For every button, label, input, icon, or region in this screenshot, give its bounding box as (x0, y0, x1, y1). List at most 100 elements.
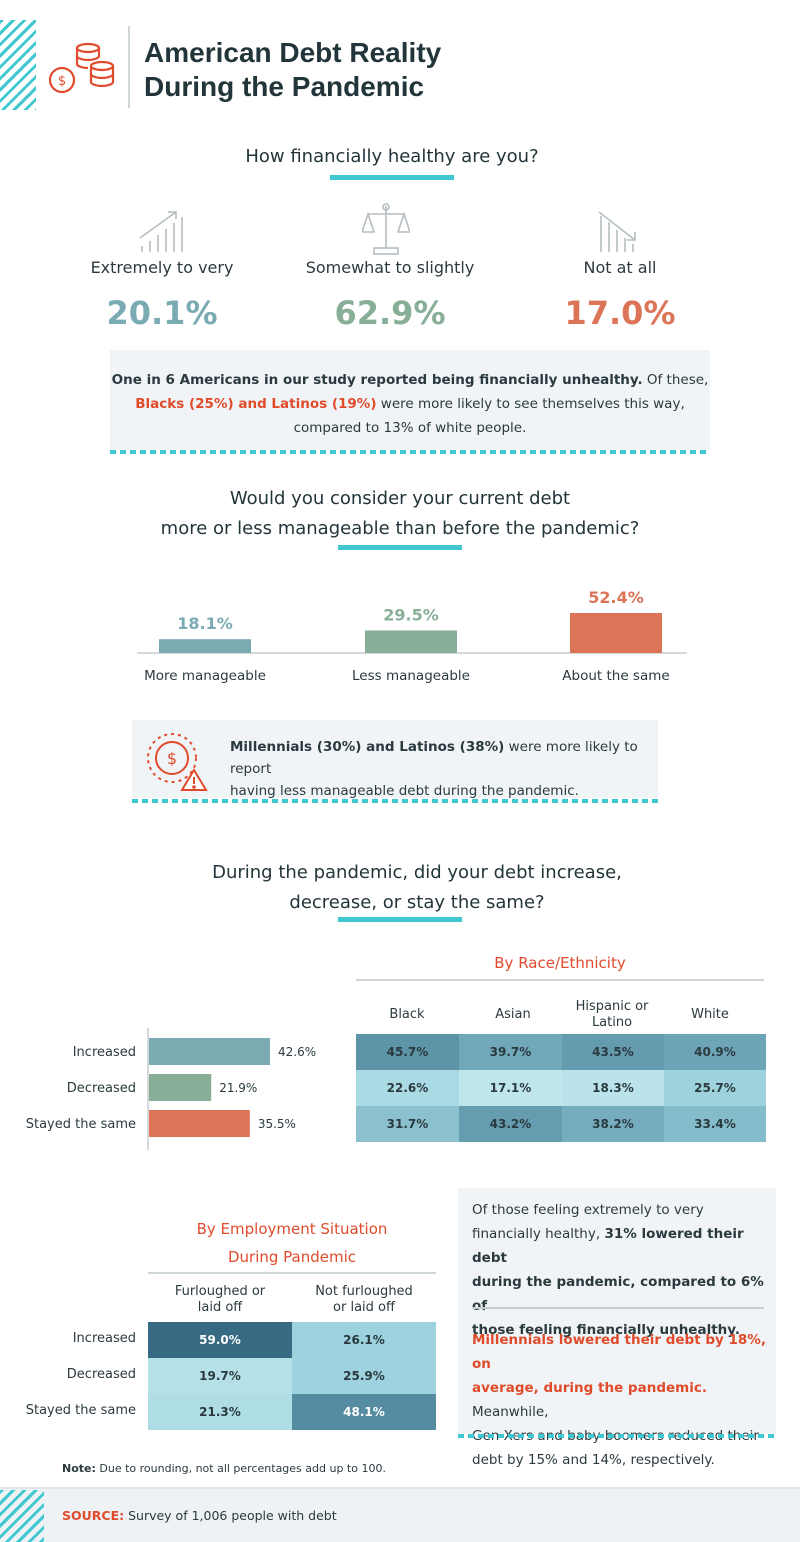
page-title-line1: American Debt Reality (144, 37, 442, 68)
section1-note-tail: were more likely to see themselves this … (376, 396, 685, 412)
employment-title-rule (148, 1272, 436, 1274)
section1-question: How financially healthy are you? (245, 146, 539, 167)
section1-note: One in 6 Americans in our study reported… (110, 368, 710, 440)
debt-bar (149, 1110, 250, 1137)
section2-question-line2: more or less manageable than before the … (160, 518, 640, 539)
race-table-cell: 43.5% (562, 1034, 664, 1070)
employment-title: By Employment Situation During Pandemic (148, 1215, 436, 1271)
side-note-1-line3: during the pandemic, compared to 6% of (472, 1274, 764, 1314)
employment-row-label: Decreased (66, 1367, 136, 1382)
section1-dashed-line (110, 450, 710, 454)
race-table-cell: 17.1% (459, 1070, 562, 1106)
manageable-chart: 18.1% More manageable 29.5% Less manageable… (0, 580, 800, 690)
employment-col-1-line1: Furloughed or (174, 1284, 266, 1299)
race-col-white: White (691, 1007, 729, 1022)
section2-note: Millennials (30%) and Latinos (38%) were… (230, 736, 650, 802)
race-title: By Race/Ethnicity (494, 954, 626, 972)
manageable-bar (365, 630, 457, 653)
race-table-cell: 18.3% (562, 1070, 664, 1106)
debt-value-label: 21.9% (219, 1081, 257, 1095)
manageable-bar (570, 613, 662, 653)
footer-bar (0, 1487, 800, 1542)
side-note-1-line4: those feeling financially unhealthy. (472, 1322, 740, 1338)
side-note-2: Millennials lowered their debt by 18%, o… (472, 1328, 772, 1472)
side-note-2-line2a: average, during the pandemic. (472, 1380, 707, 1396)
section2-question: Would you consider your current debt mor… (0, 484, 800, 544)
employment-table-cell: 19.7% (148, 1358, 292, 1394)
employment-title-line2: During Pandemic (227, 1248, 357, 1266)
race-col-hispanic: Hispanic or Latino (575, 999, 649, 1030)
coins-icon: $ (46, 38, 118, 98)
rising-bars-icon (138, 208, 184, 258)
side-note-divider (472, 1307, 764, 1309)
side-note-1-line1: Of those feeling extremely to very (472, 1202, 704, 1218)
health-label-2: Somewhat to slightly (305, 258, 475, 277)
manageable-value-label: 52.4% (588, 588, 644, 607)
debt-value-label: 42.6% (278, 1045, 316, 1059)
employment-row-label: Increased (72, 1331, 136, 1346)
footer-source: SOURCE: Survey of 1,006 people with debt (62, 1508, 337, 1523)
side-note-dashed-line (458, 1434, 776, 1438)
section1-note-last: compared to 13% of white people. (293, 420, 527, 436)
section3-question-line2: decrease, or stay the same? (289, 892, 545, 913)
employment-col-1: Furloughed or laid off (148, 1284, 292, 1316)
section2-note-box (132, 720, 658, 798)
health-value-1: 20.1% (106, 294, 218, 332)
header-divider (128, 26, 130, 108)
race-table-cell: 31.7% (356, 1106, 459, 1142)
race-table-cell: 45.7% (356, 1034, 459, 1070)
race-table-cell: 38.2% (562, 1106, 664, 1142)
side-note-2-line2b: Meanwhile, (472, 1404, 549, 1420)
employment-table-cell: 21.3% (148, 1394, 292, 1430)
manageable-bar (159, 639, 251, 653)
falling-bars-icon (597, 208, 643, 258)
section2-note-last: having less manageable debt during the p… (230, 783, 579, 799)
race-col-asian: Asian (495, 1007, 531, 1022)
employment-title-line1: By Employment Situation (196, 1220, 388, 1238)
page-title: American Debt Reality During the Pandemi… (144, 36, 441, 104)
section2-accent-line (338, 545, 462, 550)
section2-question-line1: Would you consider your current debt (229, 488, 571, 509)
section1-accent-line (330, 175, 454, 180)
employment-row-label: Stayed the same (25, 1403, 136, 1418)
section2-note-bold: Millennials (30%) and Latinos (38%) (230, 739, 505, 755)
section1-note-box (110, 350, 710, 450)
side-note-1: Of those feeling extremely to very finan… (472, 1198, 772, 1342)
race-table-cell: 40.9% (664, 1034, 766, 1070)
race-title-rule (356, 979, 764, 981)
debt-bar (149, 1038, 270, 1065)
side-note-2-line4: debt by 15% and 14%, respectively. (472, 1452, 715, 1468)
section3-question-line1: During the pandemic, did your debt incre… (212, 862, 622, 883)
debt-change-chart: Increased 42.6% Decreased 21.9% Stayed the s… (0, 1025, 350, 1155)
manageable-category-label: More manageable (144, 668, 266, 684)
race-table-cell: 25.7% (664, 1070, 766, 1106)
health-value-2: 62.9% (334, 294, 446, 332)
section3-question: During the pandemic, did your debt incre… (0, 858, 800, 918)
race-col-black: Black (389, 1007, 425, 1022)
employment-col-2-line1: Not furloughed (315, 1284, 413, 1299)
side-note-1-line2a: financially healthy, (472, 1226, 605, 1242)
health-value-3: 17.0% (564, 294, 676, 332)
employment-table-cell: 26.1% (292, 1322, 436, 1358)
footer-source-text: Survey of 1,006 people with debt (124, 1508, 337, 1523)
header-stripes (0, 20, 36, 110)
svg-text:$: $ (167, 749, 177, 768)
debt-category-label: Stayed the same (26, 1117, 136, 1132)
race-table-cell: 43.2% (459, 1106, 562, 1142)
section2-dashed-line (132, 799, 658, 803)
side-note-box (458, 1188, 776, 1434)
footer-note: Note: Due to rounding, not all percentag… (62, 1462, 386, 1475)
debt-category-label: Decreased (67, 1081, 136, 1096)
manageable-category-label: About the same (562, 668, 669, 684)
side-note-1-line2b: 31% lowered their debt (472, 1226, 744, 1266)
section1-note-mid: Of these, (642, 372, 709, 388)
section1-note-bold: One in 6 Americans in our study reported… (111, 372, 643, 388)
employment-col-1-line2: laid off (197, 1300, 243, 1315)
svg-text:$: $ (58, 74, 66, 89)
employment-col-2-line2: or laid off (333, 1300, 395, 1315)
footer-note-label: Note: (62, 1462, 96, 1475)
scale-icon (360, 202, 412, 260)
health-label-1: Extremely to very (90, 258, 234, 277)
section1-note-red: Blacks (25%) and Latinos (19%) (135, 396, 377, 412)
manageable-category-label: Less manageable (352, 668, 470, 684)
